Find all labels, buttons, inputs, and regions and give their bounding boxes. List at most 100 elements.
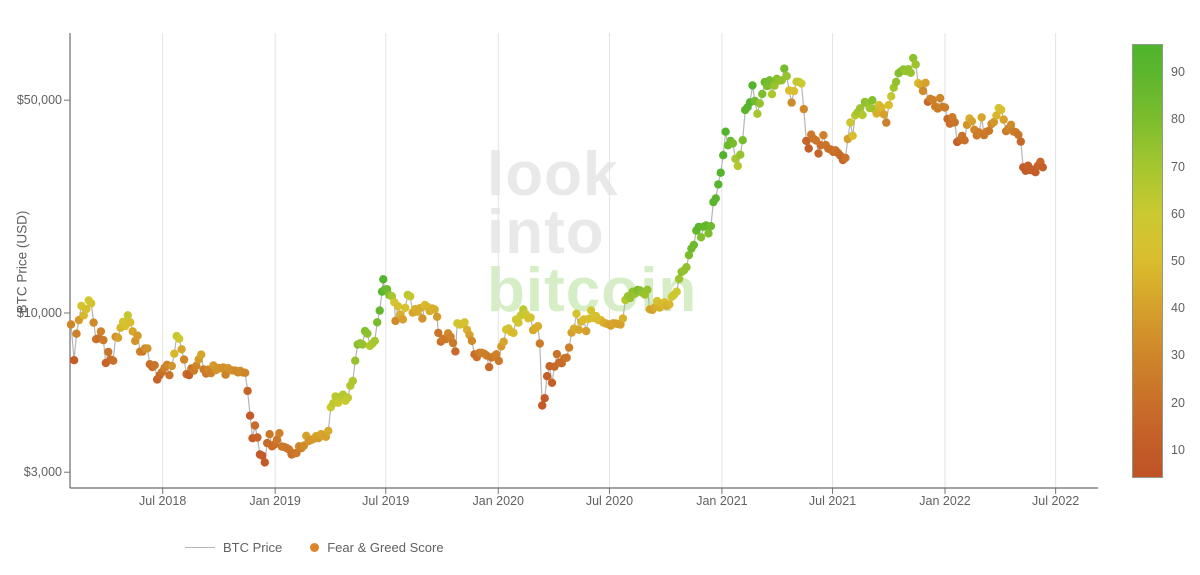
fear-greed-dot	[167, 361, 176, 371]
fear-greed-dot	[586, 306, 596, 315]
legend-item-fear-greed[interactable]: Fear & Greed Score	[310, 540, 444, 555]
fear-greed-dot	[572, 309, 581, 318]
y-axis-title: BTC Price (USD)	[14, 210, 30, 314]
watermark-look: look	[487, 140, 619, 209]
fear-greed-dot	[348, 376, 357, 386]
fear-greed-dot	[197, 350, 206, 359]
fear-greed-dot	[179, 355, 189, 364]
fear-greed-dot	[672, 287, 681, 296]
fear-greed-dot	[401, 303, 410, 312]
fear-greed-dot	[363, 329, 372, 338]
fear-greed-dot	[716, 168, 725, 177]
btc-price-line	[70, 55, 1044, 463]
fear-greed-dot	[765, 76, 774, 85]
fear-greed-dot	[373, 318, 382, 327]
fear-greed-dot	[272, 435, 282, 444]
fear-greed-dot	[748, 81, 757, 90]
fear-greed-dot	[767, 90, 777, 99]
fear-greed-dot	[780, 64, 789, 73]
fear-greed-dot	[492, 350, 501, 359]
line-marker-icon	[185, 547, 215, 548]
fear-greed-dot	[123, 311, 132, 320]
fear-greed-dot	[109, 356, 118, 365]
fear-greed-dot	[696, 233, 706, 242]
fear-greed-dot	[804, 144, 813, 153]
fear-greed-dot	[997, 105, 1006, 115]
fear-greed-dot	[950, 118, 959, 127]
legend-item-btc-price[interactable]: BTC Price	[185, 540, 282, 555]
fear-greed-dot	[448, 338, 458, 348]
fear-greed-dot	[999, 115, 1008, 124]
fear-greed-dot	[104, 347, 113, 357]
fear-greed-dot	[868, 96, 877, 105]
fear-greed-dot	[509, 328, 518, 338]
fear-greed-dot	[841, 153, 850, 163]
fear-greed-dot	[911, 60, 920, 69]
fear-greed-dot	[89, 318, 98, 327]
fear-greed-dot	[846, 118, 855, 127]
fear-greed-dot	[351, 356, 360, 365]
fear-greed-dot	[250, 421, 260, 430]
fear-greed-dot	[494, 356, 503, 366]
fear-greed-dot	[87, 299, 96, 308]
fear-greed-dot	[721, 127, 730, 136]
fear-greed-dot	[69, 356, 79, 365]
fear-greed-dot	[921, 78, 930, 88]
fear-greed-dot	[787, 98, 796, 107]
fear-greed-dot	[324, 426, 333, 436]
fear-greed-dot	[736, 150, 745, 159]
fear-greed-dot	[782, 71, 791, 81]
fear-greed-dot	[848, 131, 857, 140]
fear-greed-dot	[682, 263, 691, 272]
fear-greed-dot	[165, 371, 174, 380]
fear-greed-dot	[618, 314, 628, 323]
fear-greed-dot	[882, 118, 891, 127]
fear-greed-dot	[96, 327, 106, 336]
fear-greed-dot	[265, 430, 274, 439]
fear-greed-dot	[552, 349, 562, 359]
fear-greed-dot	[241, 368, 250, 377]
fear-greed-dot	[918, 86, 928, 96]
fear-greed-dot	[99, 335, 108, 345]
fear-greed-dot	[514, 318, 523, 327]
fear-greed-dot	[799, 104, 808, 114]
fear-greed-dot	[1031, 168, 1040, 177]
fear-greed-dot	[379, 275, 388, 284]
fear-greed-dot	[535, 339, 544, 348]
fear-greed-dot	[526, 313, 535, 322]
legend-label-btc-price: BTC Price	[223, 540, 283, 555]
fear-greed-dot	[1038, 163, 1048, 172]
fear-greed-dot	[393, 302, 403, 311]
fear-greed-dot	[72, 329, 81, 338]
fear-greed-dot	[542, 372, 552, 381]
fear-greed-dot	[977, 113, 986, 122]
fear-greed-dot	[467, 336, 477, 346]
fear-greed-dot	[375, 306, 384, 315]
fear-greed-dot	[719, 151, 728, 160]
fear-greed-dot	[343, 393, 353, 402]
fear-greed-dot	[733, 161, 742, 171]
fear-greed-dot	[192, 361, 201, 370]
fear-greed-dot	[704, 229, 713, 238]
fear-greed-dot	[538, 401, 547, 410]
fear-greed-dot	[928, 95, 937, 105]
fear-greed-dot	[66, 320, 76, 329]
fear-greed-dot	[253, 433, 262, 442]
fear-greed-dot	[1006, 120, 1016, 129]
fear-greed-dot	[906, 68, 915, 78]
fear-greed-dots[interactable]	[66, 53, 1048, 467]
fear-greed-dot	[126, 318, 135, 327]
fear-greed-dot	[547, 378, 557, 387]
fear-greed-dot	[989, 117, 999, 127]
fear-greed-dot	[358, 340, 367, 349]
fear-greed-dot	[1014, 130, 1023, 139]
fear-greed-dot	[133, 331, 142, 340]
fear-greed-dot	[665, 300, 674, 309]
fear-greed-dot	[753, 109, 762, 119]
fear-greed-dot	[275, 429, 284, 438]
fear-greed-dot	[177, 345, 186, 354]
fear-greed-dot	[738, 136, 747, 145]
fear-greed-dot	[391, 316, 400, 326]
